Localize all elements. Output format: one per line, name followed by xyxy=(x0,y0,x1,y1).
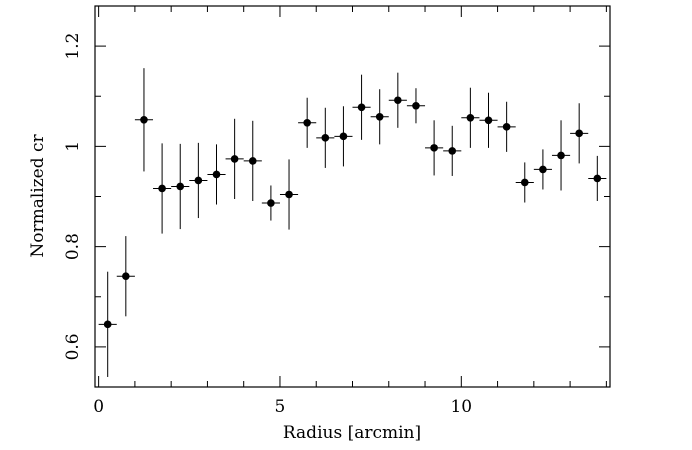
data-point xyxy=(248,157,257,165)
data-point xyxy=(539,165,547,174)
x-tick-label: 10 xyxy=(450,397,472,417)
data-point xyxy=(285,190,293,199)
data-point xyxy=(357,103,366,112)
axis-tick-labels: 0 5 10 0.6 0.8 1 1.2 xyxy=(63,33,472,417)
data-point xyxy=(448,147,457,155)
data-point xyxy=(103,320,112,329)
data-point xyxy=(575,129,583,138)
data-point xyxy=(484,116,493,125)
data-point xyxy=(212,170,221,179)
data-points xyxy=(103,96,602,329)
y-tick-label: 0.8 xyxy=(63,233,83,260)
y-tick-label: 1 xyxy=(63,141,83,152)
data-point xyxy=(466,113,475,122)
x-tick-label: 0 xyxy=(93,397,104,417)
data-point xyxy=(339,132,348,141)
data-point xyxy=(176,182,185,191)
data-point xyxy=(230,155,239,163)
y-tick-label: 0.6 xyxy=(63,333,83,360)
x-tick-label: 5 xyxy=(275,397,286,417)
data-point xyxy=(375,112,384,121)
data-point xyxy=(593,174,602,183)
data-point xyxy=(303,119,311,127)
data-point xyxy=(194,176,203,185)
y-axis-label: Normalized cr xyxy=(28,133,48,257)
y-tick-label: 1.2 xyxy=(63,33,83,60)
data-point xyxy=(158,184,166,193)
data-point xyxy=(430,144,438,152)
error-bars xyxy=(98,68,607,377)
plot-frame xyxy=(94,5,611,388)
data-point xyxy=(140,115,148,124)
data-point xyxy=(502,123,511,131)
data-point xyxy=(412,101,420,110)
data-point xyxy=(520,178,529,187)
data-point xyxy=(394,96,402,105)
data-point xyxy=(122,272,130,281)
data-point xyxy=(321,134,330,142)
axis-ticks xyxy=(95,6,610,387)
data-point xyxy=(557,151,565,160)
data-point xyxy=(267,199,275,207)
x-axis-label: Radius [arcmin] xyxy=(283,423,421,443)
